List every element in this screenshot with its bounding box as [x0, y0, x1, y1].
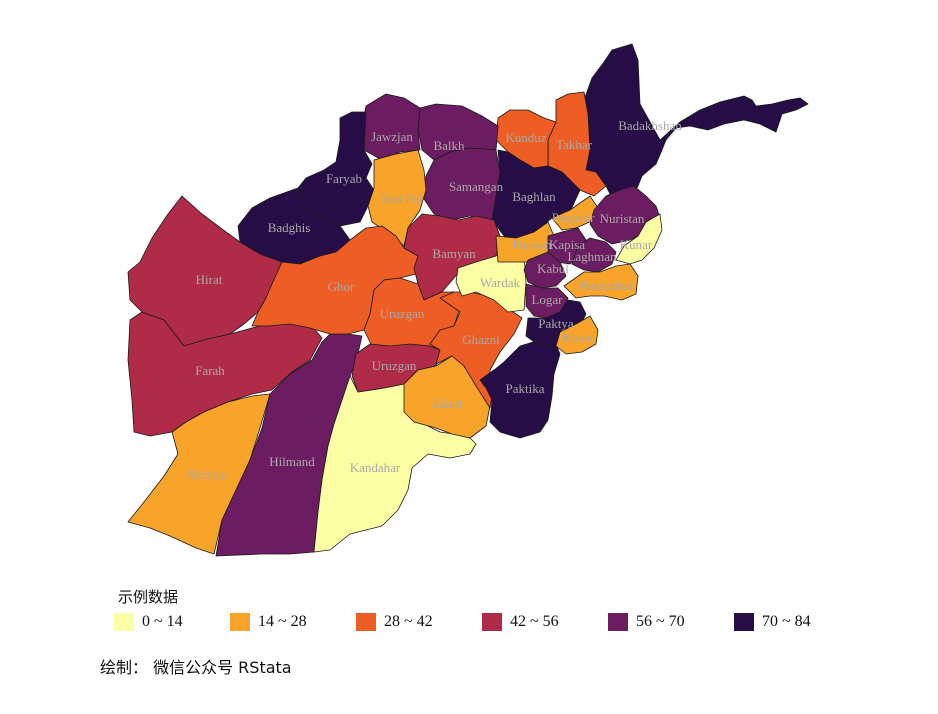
label-kunar: Kunar [620, 237, 653, 252]
label-badghis: Badghis [268, 220, 311, 235]
label-faryab: Faryab [326, 171, 362, 186]
label-khost: Khost [562, 330, 593, 345]
label-ghor: Ghor [328, 279, 355, 294]
label-kunduz: Kunduz [505, 130, 546, 145]
label-logar: Logar [531, 292, 563, 307]
label-zabul: Zabul [432, 396, 463, 411]
label-takhar: Takhar [556, 137, 593, 152]
legend-item: 70 ~ 84 [734, 612, 811, 632]
legend-label: 70 ~ 84 [762, 613, 811, 630]
legend-swatch [114, 613, 134, 631]
label-panjshir: Panjshir [552, 210, 595, 225]
province-faryab[interactable] [297, 111, 375, 227]
label-jawzjan: Jawzjan [371, 129, 413, 144]
label-paktya: Paktya [538, 316, 574, 331]
province-khost[interactable] [555, 315, 599, 355]
label-bamyan: Bamyan [432, 246, 476, 261]
label-uruzgan-south: Uruzgan [372, 358, 417, 373]
province-zabul[interactable] [403, 355, 491, 439]
label-badakhshan: Badakhshan [618, 118, 682, 133]
legend-label: 0 ~ 14 [142, 613, 183, 630]
legend-item: 28 ~ 42 [356, 612, 433, 632]
province-kabul[interactable] [523, 251, 567, 289]
legend-swatch [356, 613, 376, 631]
label-parwan: Parwan [513, 237, 552, 252]
legend-label: 28 ~ 42 [384, 613, 433, 630]
legend-item: 56 ~ 70 [608, 612, 685, 632]
province-wardak[interactable] [455, 245, 527, 313]
province-laghman[interactable] [571, 237, 617, 273]
province-farah[interactable] [127, 311, 323, 437]
label-baghlan: Baghlan [512, 189, 556, 204]
province-kunduz[interactable] [495, 109, 557, 169]
label-balkh: Balkh [433, 138, 465, 153]
province-kunar[interactable] [615, 213, 663, 265]
legend-label: 56 ~ 70 [636, 613, 685, 630]
label-sari-pul: Sari Pul [381, 191, 423, 206]
label-nuristan: Nuristan [600, 211, 645, 226]
caption: 绘制： 微信公众号 RStata [100, 658, 292, 677]
label-wardak: Wardak [480, 275, 521, 290]
label-farah: Farah [195, 363, 225, 378]
legend-item: 42 ~ 56 [482, 612, 559, 632]
label-kandahar: Kandahar [350, 460, 401, 475]
label-nangarhar: Nangarhar [579, 278, 635, 293]
legend-label: 14 ~ 28 [258, 613, 307, 630]
label-hilmand: Hilmand [269, 454, 315, 469]
province-paktika[interactable] [479, 339, 561, 439]
legend-item: 0 ~ 14 [114, 612, 183, 632]
label-uruzgan-north: Uruzgan [380, 306, 425, 321]
label-paktika: Paktika [506, 381, 545, 396]
label-samangan: Samangan [449, 179, 504, 194]
label-ghazni: Ghazni [462, 332, 500, 347]
legend-label: 42 ~ 56 [510, 613, 559, 630]
province-labels: Badakhshan Takhar Kunduz Baghlan Balkh J… [187, 118, 682, 482]
legend-swatch [230, 613, 250, 631]
legend-swatch [734, 613, 754, 631]
province-nangarhar[interactable] [563, 263, 639, 301]
label-kapisa: Kapisa [549, 237, 585, 252]
label-laghman: Laghman [567, 249, 617, 264]
legend-swatch [608, 613, 628, 631]
legend-swatch [482, 613, 502, 631]
legend-item: 14 ~ 28 [230, 612, 307, 632]
province-ghor[interactable] [251, 225, 419, 335]
label-hirat: Hirat [196, 272, 223, 287]
label-kabul: Kabul [537, 261, 569, 276]
province-jawzjan[interactable] [361, 93, 421, 161]
legend-title: 示例数据 [118, 588, 179, 606]
label-nimroz: Nimroz [187, 467, 227, 482]
